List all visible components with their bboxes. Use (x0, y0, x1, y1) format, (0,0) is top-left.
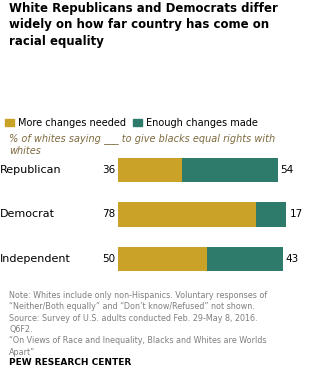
Text: White Republicans and Democrats differ
widely on how far country has come on
rac: White Republicans and Democrats differ w… (9, 2, 278, 48)
Bar (118, 158, 182, 182)
Text: 78: 78 (102, 210, 115, 219)
Text: 54: 54 (281, 165, 294, 175)
Text: 36: 36 (102, 165, 115, 175)
Bar (182, 158, 277, 182)
Bar (207, 247, 283, 271)
Text: Independent: Independent (0, 254, 71, 264)
Text: 43: 43 (286, 254, 299, 264)
Bar (256, 202, 286, 227)
Bar (118, 202, 256, 227)
Text: PEW RESEARCH CENTER: PEW RESEARCH CENTER (9, 358, 131, 367)
Text: Note: Whites include only non-Hispanics. Voluntary responses of
“Neither/Both eq: Note: Whites include only non-Hispanics.… (9, 291, 268, 357)
Text: 50: 50 (102, 254, 115, 264)
Text: % of whites saying ___ to give blacks equal rights with
whites: % of whites saying ___ to give blacks eq… (9, 133, 275, 156)
Bar (118, 247, 207, 271)
Text: Republican: Republican (0, 165, 62, 175)
Text: Democrat: Democrat (0, 210, 55, 219)
Legend: More changes needed, Enough changes made: More changes needed, Enough changes made (5, 118, 258, 128)
Text: 17: 17 (289, 210, 303, 219)
